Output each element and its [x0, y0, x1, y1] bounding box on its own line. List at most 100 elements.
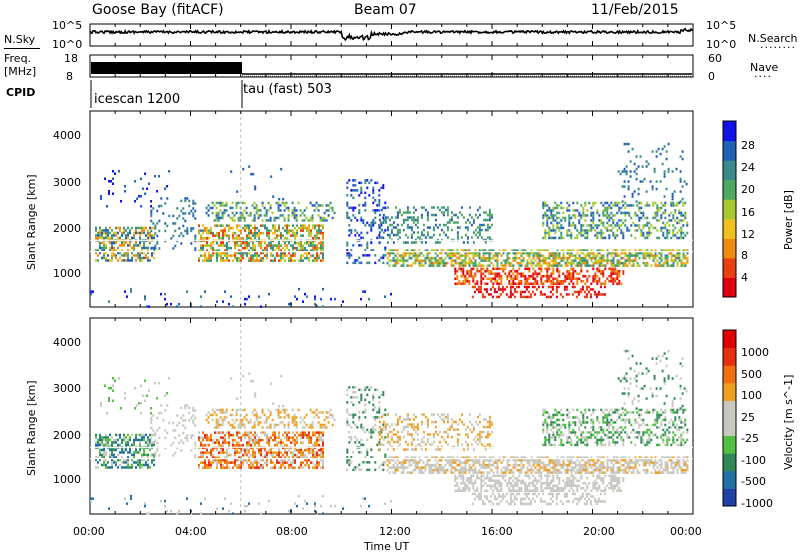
echo-cell — [584, 249, 587, 252]
echo-cell — [287, 216, 290, 220]
echo-cell — [667, 167, 670, 171]
echo-cell — [590, 251, 593, 255]
echo-cell — [254, 436, 256, 439]
echo-cell — [105, 244, 107, 247]
echo-cell — [378, 204, 381, 207]
echo-cell — [542, 256, 545, 260]
echo-cell — [238, 251, 240, 255]
echo-cell — [412, 425, 415, 429]
echo-cell — [424, 241, 427, 244]
echo-cell — [139, 443, 141, 447]
echo-cell — [225, 411, 228, 414]
echo-cell — [488, 415, 491, 419]
echo-cell — [464, 251, 467, 255]
echo-cell — [660, 259, 663, 262]
echo-cell — [309, 216, 312, 220]
echo-cell — [292, 234, 294, 237]
echo-cell — [378, 466, 381, 469]
echo-cell — [418, 443, 421, 446]
echo-cell — [140, 195, 143, 198]
echo-cell — [474, 264, 477, 267]
echo-cell — [308, 433, 310, 437]
echo-cell — [380, 415, 383, 419]
echo-cell — [264, 461, 266, 464]
echo-cell — [396, 456, 399, 459]
echo-cell — [476, 438, 479, 441]
echo-cell — [414, 249, 417, 252]
echo-cell — [282, 441, 284, 444]
echo-cell — [428, 226, 431, 229]
echo-cell — [410, 456, 413, 459]
echo-cell — [305, 423, 308, 427]
echo-cell — [628, 261, 631, 265]
echo-cell — [115, 241, 117, 245]
echo-cell — [224, 438, 226, 442]
echo-cell — [474, 435, 477, 439]
echo-cell — [563, 285, 566, 289]
echo-cell — [436, 249, 439, 252]
echo-cell — [392, 471, 395, 474]
echo-cell — [514, 277, 517, 280]
echo-cell — [388, 440, 391, 444]
echo-cell — [484, 249, 487, 252]
echo-cell — [134, 407, 137, 410]
echo-cell — [278, 241, 280, 245]
echo-cell — [602, 264, 605, 267]
echo-cell — [568, 256, 571, 260]
echo-cell — [456, 423, 459, 426]
echo-cell — [390, 458, 393, 462]
echo-cell — [322, 224, 324, 227]
echo-cell — [109, 249, 111, 252]
echo-cell — [131, 251, 133, 255]
echo-cell — [221, 411, 224, 414]
echo-cell — [566, 261, 569, 265]
echo-cell — [534, 264, 537, 267]
echo-cell — [272, 195, 275, 198]
echo-cell — [478, 264, 481, 267]
echo-cell — [291, 408, 294, 412]
echo-cell — [147, 441, 149, 444]
echo-cell — [492, 272, 495, 275]
echo-cell — [534, 251, 537, 255]
echo-cell — [254, 249, 256, 252]
echo-cell — [679, 177, 682, 181]
echo-cell — [490, 270, 493, 273]
echo-cell — [123, 259, 125, 262]
echo-cell — [625, 165, 628, 168]
echo-cell — [304, 241, 306, 245]
echo-cell — [474, 282, 477, 285]
echo-cell — [540, 254, 543, 257]
echo-cell — [274, 231, 276, 235]
echo-cell — [450, 254, 453, 257]
echo-cell — [434, 448, 437, 451]
echo-cell — [212, 448, 214, 452]
echo-cell — [416, 461, 419, 464]
echo-cell — [392, 463, 395, 467]
echo-cell — [288, 458, 290, 462]
echo-cell — [123, 451, 125, 454]
echo-cell — [153, 463, 155, 467]
echo-cell — [614, 254, 617, 257]
echo-cell — [412, 428, 415, 431]
echo-cell — [243, 423, 246, 427]
echo-cell — [204, 236, 206, 240]
echo-cell — [224, 251, 226, 255]
echo-cell — [466, 241, 469, 244]
echo-cell — [237, 216, 240, 220]
echo-cell — [366, 244, 369, 247]
echo-cell — [618, 209, 621, 212]
echo-cell — [462, 272, 465, 275]
echo-cell — [546, 267, 549, 270]
echo-cell — [568, 204, 571, 207]
echo-cell — [382, 463, 385, 467]
echo-cell — [200, 451, 202, 454]
echo-cell — [518, 272, 521, 275]
echo-cell — [679, 200, 682, 203]
echo-cell — [292, 466, 294, 469]
echo-cell — [272, 259, 274, 262]
echo-cell — [150, 212, 153, 215]
echo-cell — [650, 254, 653, 257]
echo-cell — [282, 453, 284, 457]
echo-cell — [200, 229, 202, 232]
velocity-cb-tick-100: 100 — [741, 389, 762, 402]
